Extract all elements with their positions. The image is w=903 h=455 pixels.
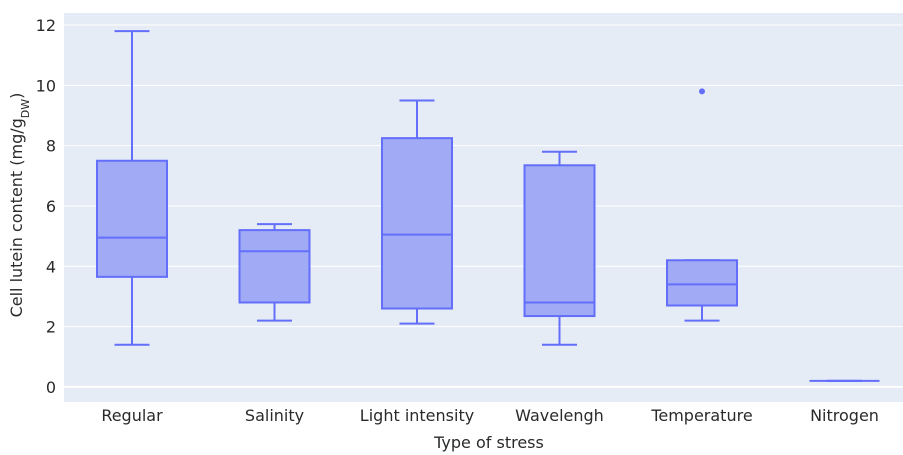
- y-tick-label: 8: [46, 137, 56, 156]
- y-tick-label: 4: [46, 257, 56, 276]
- y-axis-ticks: 0 2 4 6 8 10 12: [36, 16, 56, 397]
- iqr-box: [238, 229, 311, 304]
- x-tick-label: Wavelengh: [515, 406, 604, 425]
- y-tick-label: 12: [36, 16, 56, 35]
- box-regular: [96, 30, 168, 346]
- x-axis-ticks: Regular Salinity Light intensity Wavelengh T…: [101, 406, 879, 425]
- boxes: [96, 30, 880, 382]
- outlier-point: [699, 88, 705, 95]
- iqr-box: [523, 164, 596, 318]
- y-axis-title: Cell lutein content (mg/gDW): [7, 93, 32, 318]
- y-axis-title-main: Cell lutein content (mg/g: [7, 118, 26, 317]
- box-wavelengh: [523, 150, 596, 346]
- box-temperature: [666, 88, 738, 322]
- y-tick-label: 0: [46, 378, 56, 397]
- x-tick-label: Light intensity: [360, 406, 474, 425]
- x-tick-label: Salinity: [245, 406, 304, 425]
- x-axis-title: Type of stress: [433, 433, 544, 452]
- x-tick-label: Temperature: [650, 406, 752, 425]
- y-tick-label: 10: [36, 76, 56, 95]
- box-light-intensity: [381, 99, 453, 325]
- box-salinity: [238, 223, 311, 322]
- iqr-box: [96, 159, 168, 278]
- y-tick-label: 2: [46, 318, 56, 337]
- gridlines: [64, 24, 903, 388]
- y-axis-title-suffix: ): [7, 93, 26, 99]
- x-tick-label: Regular: [101, 406, 163, 425]
- x-tick-label: Nitrogen: [810, 406, 879, 425]
- y-axis-title-sub: DW: [19, 99, 32, 118]
- iqr-box: [666, 259, 738, 307]
- iqr-box: [381, 137, 453, 310]
- y-tick-label: 6: [46, 197, 56, 216]
- plot-area: [64, 13, 903, 402]
